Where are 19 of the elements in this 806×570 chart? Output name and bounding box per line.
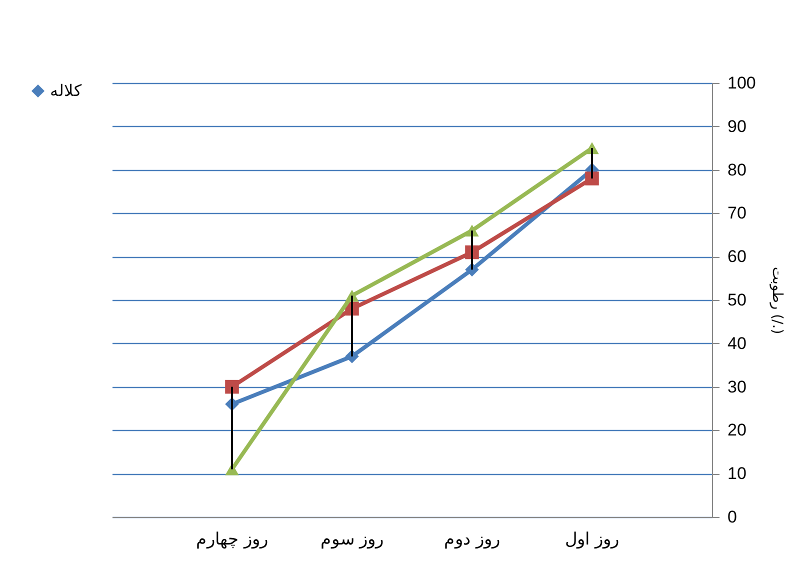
y-tick-label: 60	[728, 247, 746, 266]
y-tick-label: 70	[728, 204, 746, 223]
y-tick-label: 20	[728, 420, 746, 440]
legend-label: کلاله	[50, 83, 82, 100]
y-tick-label: 40	[728, 334, 746, 353]
y-axis-title: رطوبت (/.)	[768, 266, 785, 334]
point	[225, 380, 239, 394]
y-tick-label: 30	[728, 377, 746, 396]
y-tick-label: 10	[728, 464, 746, 484]
point	[585, 172, 599, 186]
x-tick-label: روز سوم	[320, 530, 384, 550]
x-tick-label: روز اول	[565, 530, 619, 550]
x-tick-label: روز چهارم	[196, 530, 268, 550]
x-tick-label: روز دوم	[444, 530, 500, 550]
y-tick-label: 80	[728, 160, 746, 180]
y-tick-label: 50	[728, 290, 746, 310]
y-tick-label: 100	[728, 74, 756, 92]
y-tick-label: 90	[728, 116, 746, 136]
y-tick-label: 0	[728, 508, 737, 526]
